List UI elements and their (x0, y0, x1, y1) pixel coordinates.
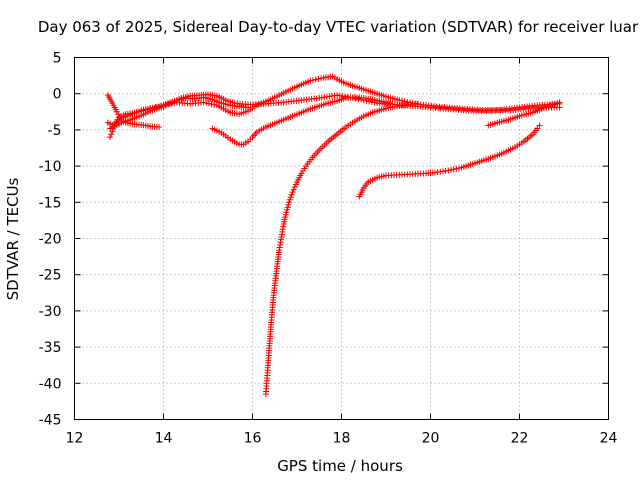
data-point-marker (396, 97, 403, 104)
x-tick-label: 12 (66, 431, 84, 447)
data-point-marker (414, 100, 421, 107)
chart-title: Day 063 of 2025, Sidereal Day-to-day VTE… (38, 18, 639, 36)
x-tick-label: 24 (600, 431, 618, 447)
data-point-marker (291, 184, 298, 191)
x-tick-label: 18 (333, 431, 351, 447)
x-tick-label: 14 (155, 431, 173, 447)
data-point-marker (536, 122, 543, 129)
data-point-marker (312, 76, 319, 83)
y-axis-label: SDTVAR / TECUs (4, 177, 22, 300)
data-point-marker (203, 99, 210, 106)
y-tick-label: -5 (48, 123, 62, 139)
data-point-marker (107, 134, 114, 141)
data-point-marker (447, 166, 454, 173)
data-point-marker (290, 186, 297, 193)
data-point-marker (288, 191, 295, 198)
y-tick-label: -20 (39, 232, 62, 248)
data-point-marker (283, 209, 290, 216)
y-tick-label: -35 (39, 340, 62, 356)
data-point-marker (307, 77, 314, 84)
data-point-marker (285, 199, 292, 206)
data-point-marker (352, 95, 359, 102)
data-point-marker (315, 75, 322, 82)
data-point-marker (453, 165, 460, 172)
y-tick-label: -30 (39, 304, 62, 320)
data-points-layer (104, 73, 563, 398)
data-point-marker (289, 189, 296, 196)
y-tick-label: 5 (53, 51, 62, 67)
data-point-marker (156, 124, 163, 131)
data-point-marker (455, 165, 462, 172)
data-point-marker (450, 166, 457, 173)
x-tick-label: 22 (511, 431, 529, 447)
data-point-marker (292, 181, 299, 188)
data-point-marker (556, 99, 563, 106)
data-point-marker (445, 167, 452, 174)
plot-frame (74, 57, 609, 420)
x-tick-label: 16 (244, 431, 262, 447)
x-tick-label: 20 (422, 431, 440, 447)
data-point-marker (108, 131, 115, 138)
data-point-marker (200, 99, 207, 106)
y-tick-label: -45 (39, 413, 62, 429)
data-point-marker (318, 75, 325, 82)
ticks-layer: 12 14 16 18 20 22 24 5 0 -5 -10 -15 -20 -25 -30 -35 -40 -… (39, 51, 618, 447)
y-tick-label: -25 (39, 268, 62, 284)
data-point-marker (283, 206, 290, 213)
grid-layer (74, 57, 609, 420)
data-point-marker (287, 194, 294, 201)
y-tick-label: 0 (53, 87, 62, 103)
y-tick-label: -40 (39, 376, 62, 392)
data-point-marker (245, 104, 252, 111)
data-point-marker (285, 201, 292, 208)
y-tick-label: -10 (39, 159, 62, 175)
x-axis-label: GPS time / hours (277, 457, 403, 475)
data-point-marker (205, 100, 212, 107)
data-point-marker (208, 101, 215, 108)
y-tick-label: -15 (39, 195, 62, 211)
data-point-marker (310, 77, 317, 84)
data-point-marker (284, 204, 291, 211)
data-point-marker (286, 196, 293, 203)
